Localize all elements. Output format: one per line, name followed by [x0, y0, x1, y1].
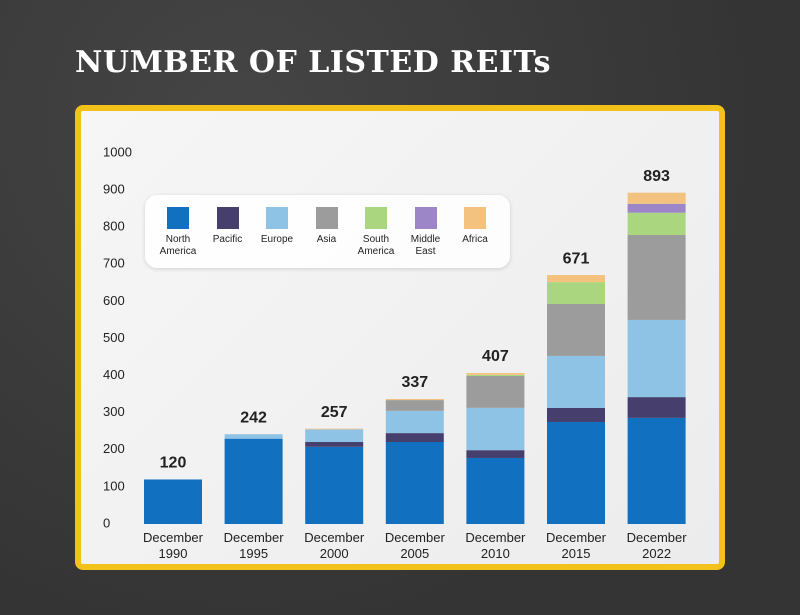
bar-segment: [385, 400, 444, 411]
bar-segment: [627, 203, 686, 213]
x-tick-label: December 2000: [304, 530, 365, 561]
bar-segment: [627, 417, 686, 524]
bar-segment: [627, 192, 686, 204]
legend-label: Europe: [260, 234, 294, 245]
x-tick-label: December 2015: [546, 530, 606, 561]
bar-segment: [466, 457, 525, 524]
y-tick-label: 400: [103, 367, 125, 382]
y-tick-label: 100: [103, 478, 125, 493]
bar-segment: [547, 275, 605, 283]
y-tick-label: 500: [103, 330, 125, 345]
bar-segment: [224, 438, 283, 524]
bar-segment: [385, 410, 444, 434]
legend-label: South America: [357, 234, 395, 257]
bar-segment: [466, 450, 525, 458]
y-tick-label: 800: [103, 219, 125, 234]
bar-segment: [547, 303, 605, 356]
legend-swatch: [414, 207, 437, 229]
legend-swatch: [216, 207, 239, 229]
total-label: 893: [643, 168, 670, 185]
y-tick-label: 200: [103, 441, 125, 456]
legend-swatch: [365, 207, 387, 229]
legend-swatch: [464, 207, 486, 229]
y-tick-label: 300: [103, 404, 125, 419]
bar-segment: [547, 407, 605, 422]
legend-swatch: [167, 207, 189, 229]
bar-segment: [627, 234, 686, 320]
total-label: 671: [563, 250, 590, 267]
y-tick-label: 600: [103, 293, 125, 308]
total-label: 120: [160, 455, 187, 472]
legend-label: Pacific: [212, 234, 243, 245]
bar-segment: [305, 428, 364, 430]
bar-segment: [466, 373, 525, 375]
chart-title: NUMBER OF LISTED REITs: [75, 45, 551, 80]
bar-segment: [466, 375, 525, 408]
legend-label: Middle East: [410, 234, 441, 257]
total-label: 242: [240, 409, 267, 426]
bar-segment: [627, 212, 686, 235]
bar-segment: [385, 398, 444, 401]
x-tick-label: December 2005: [384, 530, 445, 561]
bar-segment: [547, 355, 605, 408]
x-tick-label: December 2010: [465, 530, 526, 561]
bar-segment: [627, 319, 686, 398]
legend-label: Asia: [316, 234, 337, 245]
bar-segment: [224, 434, 283, 439]
bar-segment: [385, 442, 444, 524]
total-label: 257: [321, 404, 348, 421]
legend-swatch: [266, 207, 288, 229]
bar-segment: [144, 479, 202, 524]
x-tick-label: December 2022: [626, 530, 687, 561]
legend-label: Africa: [462, 234, 488, 245]
bar-segment: [305, 429, 364, 443]
y-tick-label: 0: [103, 515, 110, 530]
y-tick-label: 900: [103, 182, 125, 197]
bar-segment: [547, 421, 605, 524]
legend-swatch: [315, 207, 338, 229]
x-tick-label: December 1990: [143, 530, 203, 561]
legend-label: North America: [159, 234, 197, 257]
bar-segment: [305, 442, 364, 447]
bar-segment: [547, 282, 605, 304]
bar-segment: [466, 407, 525, 451]
bar-segment: [305, 446, 364, 524]
x-tick-label: December 1995: [223, 530, 284, 561]
bar-segment: [466, 374, 525, 376]
bar-segment: [385, 433, 444, 443]
bar-segment: [627, 397, 686, 418]
y-tick-label: 1000: [103, 144, 132, 159]
y-tick-label: 700: [103, 256, 125, 271]
total-label: 407: [482, 348, 509, 365]
total-label: 337: [401, 374, 428, 391]
